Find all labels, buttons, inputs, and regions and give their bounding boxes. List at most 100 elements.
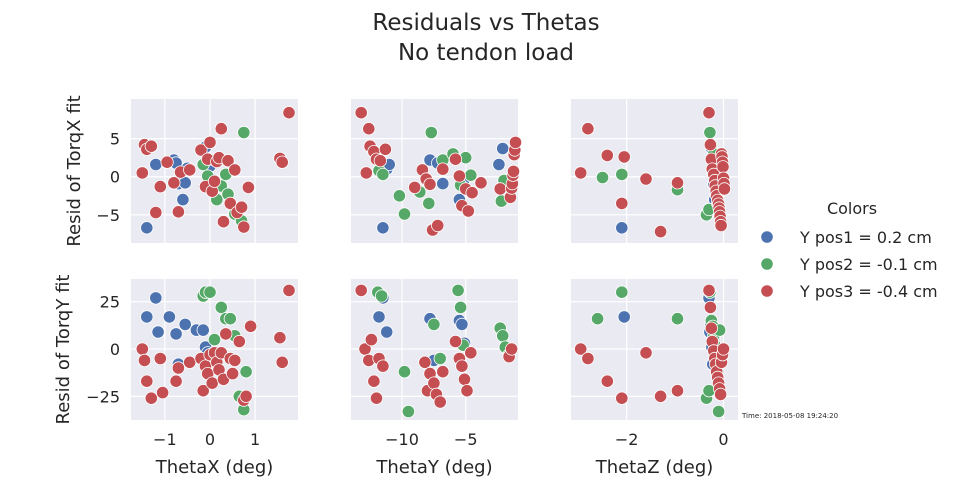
data-point xyxy=(600,374,614,388)
data-point xyxy=(574,342,588,356)
data-point xyxy=(436,365,450,379)
data-point xyxy=(703,300,718,314)
data-point xyxy=(156,385,170,400)
data-point xyxy=(273,331,287,345)
data-point xyxy=(151,325,165,339)
data-point xyxy=(714,218,728,233)
data-point xyxy=(216,215,231,229)
data-point xyxy=(239,389,253,403)
panel-background xyxy=(131,99,298,243)
series-Y pos3 = -0.4 cm xyxy=(574,106,732,239)
panel-r0-c1 xyxy=(351,99,523,243)
y-axis-label: Resid of TorqY fit xyxy=(53,275,74,425)
series-Y pos3 = -0.4 cm xyxy=(135,106,296,234)
data-point xyxy=(275,155,289,169)
data-point xyxy=(241,180,255,194)
data-point xyxy=(176,193,190,207)
data-point xyxy=(460,384,474,398)
data-point xyxy=(670,176,685,190)
data-point xyxy=(433,351,447,366)
x-tick-label: 1 xyxy=(250,430,260,449)
legend-marker xyxy=(760,257,774,271)
panel-r1-c0: −25 0 25 Resid of TorqY fit −1 0 1 ThetaX (deg) xyxy=(53,275,298,478)
data-point xyxy=(214,300,228,314)
series-Y pos3 = -0.4 cm xyxy=(354,106,523,237)
data-point xyxy=(282,283,296,297)
data-point xyxy=(171,361,185,375)
data-point xyxy=(372,310,386,324)
panels-grid: −5 0 5 Resid of TorqX fit −25 0 25 Resid of Tor… xyxy=(53,95,738,478)
data-point xyxy=(408,180,422,194)
data-point xyxy=(239,365,253,379)
x-axis-label: ThetaX (deg) xyxy=(155,457,274,478)
data-point xyxy=(226,366,240,381)
data-point xyxy=(194,143,208,157)
data-point xyxy=(135,166,149,180)
data-point xyxy=(600,148,614,162)
series-Y pos3 = -0.4 cm xyxy=(574,283,731,405)
data-point xyxy=(140,374,154,388)
data-point xyxy=(465,186,479,200)
x-tick-label: −1 xyxy=(153,430,177,449)
data-point xyxy=(418,355,432,369)
data-point xyxy=(433,395,447,409)
data-point xyxy=(436,177,450,191)
legend-title: Colors xyxy=(827,199,877,218)
data-point xyxy=(364,332,378,347)
data-point xyxy=(282,106,296,120)
data-point xyxy=(162,310,176,324)
data-point xyxy=(581,122,595,136)
data-point xyxy=(223,312,237,326)
data-point xyxy=(615,196,629,210)
data-point xyxy=(615,285,629,299)
x-tick-label: 0 xyxy=(718,430,728,449)
x-axis-label: ThetaY (deg) xyxy=(375,457,492,478)
data-point xyxy=(367,374,381,388)
data-point xyxy=(376,221,390,235)
data-point xyxy=(244,319,258,333)
data-point xyxy=(590,312,605,326)
data-point xyxy=(424,125,438,140)
data-point xyxy=(431,218,445,233)
data-point xyxy=(670,384,685,398)
data-point xyxy=(427,376,441,390)
data-point xyxy=(436,162,450,176)
panel-r0-c2 xyxy=(571,99,738,243)
data-point xyxy=(455,317,469,331)
data-point xyxy=(237,220,251,234)
series-Y pos3 = -0.4 cm xyxy=(354,283,519,409)
data-point xyxy=(144,391,158,405)
data-point xyxy=(639,172,653,186)
data-point xyxy=(214,122,228,136)
data-point xyxy=(140,221,154,235)
data-point xyxy=(140,310,154,324)
legend: Colors Y pos1 = 0.2 cm Y pos2 = -0.1 cm Y p… xyxy=(760,199,938,301)
y-tick-label: 25 xyxy=(100,293,120,312)
data-point xyxy=(451,283,465,297)
data-point xyxy=(232,334,246,349)
data-point xyxy=(196,384,210,398)
data-point xyxy=(615,221,629,235)
data-point xyxy=(574,166,588,180)
data-point xyxy=(455,359,469,373)
legend-entry: Y pos1 = 0.2 cm xyxy=(760,228,932,247)
data-point xyxy=(448,334,463,349)
data-point xyxy=(275,355,289,369)
y-tick-label: −25 xyxy=(86,387,120,406)
data-point xyxy=(703,125,717,140)
data-point xyxy=(506,164,521,178)
data-point xyxy=(397,365,412,379)
data-point xyxy=(453,300,468,314)
data-point xyxy=(464,346,478,360)
data-point xyxy=(716,342,731,356)
data-point xyxy=(615,391,629,405)
data-point xyxy=(702,106,716,120)
legend-entry: Y pos2 = -0.1 cm xyxy=(760,255,938,274)
y-tick-label: 5 xyxy=(110,130,120,149)
data-point xyxy=(171,205,185,219)
legend-entry: Y pos3 = -0.4 cm xyxy=(760,282,938,301)
data-point xyxy=(237,125,251,140)
data-point xyxy=(362,122,376,136)
data-point xyxy=(474,176,488,190)
x-tick-label: −5 xyxy=(454,430,478,449)
